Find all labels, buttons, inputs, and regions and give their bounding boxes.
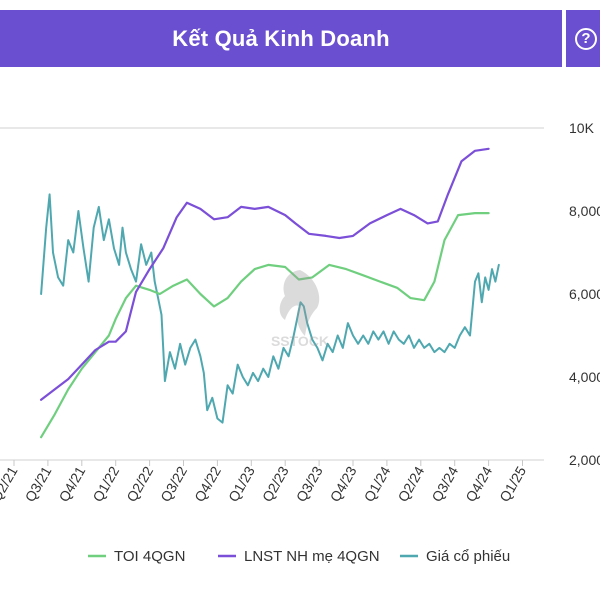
x-tick-label: Q3/23 [293,463,326,504]
x-tick-label: Q3/24 [428,463,461,504]
help-icon: ? [575,27,597,50]
legend-item-label[interactable]: Giá cổ phiếu [426,548,510,565]
x-tick-label: Q4/22 [191,463,224,504]
series-lines [39,147,500,439]
x-tick-label: Q1/24 [361,463,394,504]
x-tick-label: Q2/23 [259,463,292,504]
panel-header: Kết Quả Kinh Doanh [0,10,562,67]
legend-item-label[interactable]: LNST NH mẹ 4QGN [244,548,380,565]
x-tick-label: Q4/23 [327,463,360,504]
x-tick-label: Q2/21 [0,463,21,504]
x-tick-label: Q3/22 [157,463,190,504]
panel-title: Kết Quả Kinh Doanh [172,25,390,51]
x-tick-label: Q1/23 [225,463,258,504]
x-tick-label: Q2/22 [123,463,156,504]
series-line [39,212,490,439]
series-line [39,147,490,401]
legend-item-label[interactable]: TOI 4QGN [114,548,185,565]
y-tick-label: 2,000 [569,452,600,468]
x-tick-label: Q4/24 [462,463,495,504]
help-button[interactable]: ? [566,10,600,67]
y-tick-label: 6,000 [569,286,600,302]
x-tick-label: Q2/24 [394,463,427,504]
y-tick-label: 8,000 [569,203,600,219]
y-tick-label: 10K [569,120,595,136]
y-tick-label: 4,000 [569,369,600,385]
legend: TOI 4QGN LNST NH mẹ 4QGN Giá cổ phiếu [88,548,510,565]
x-axis-ticks: Q2/21 Q3/21 Q4/21 Q1/22 Q2/22 Q3/22 Q4/22 Q1/23… [0,460,529,505]
x-tick-label: Q3/21 [22,463,55,504]
series-line [40,193,500,424]
y-axis-ticks: 2,000 4,000 6,000 8,000 10K [569,120,600,468]
x-tick-label: Q1/22 [89,463,122,504]
x-tick-label: Q1/25 [496,463,529,504]
x-tick-label: Q4/21 [55,463,88,504]
